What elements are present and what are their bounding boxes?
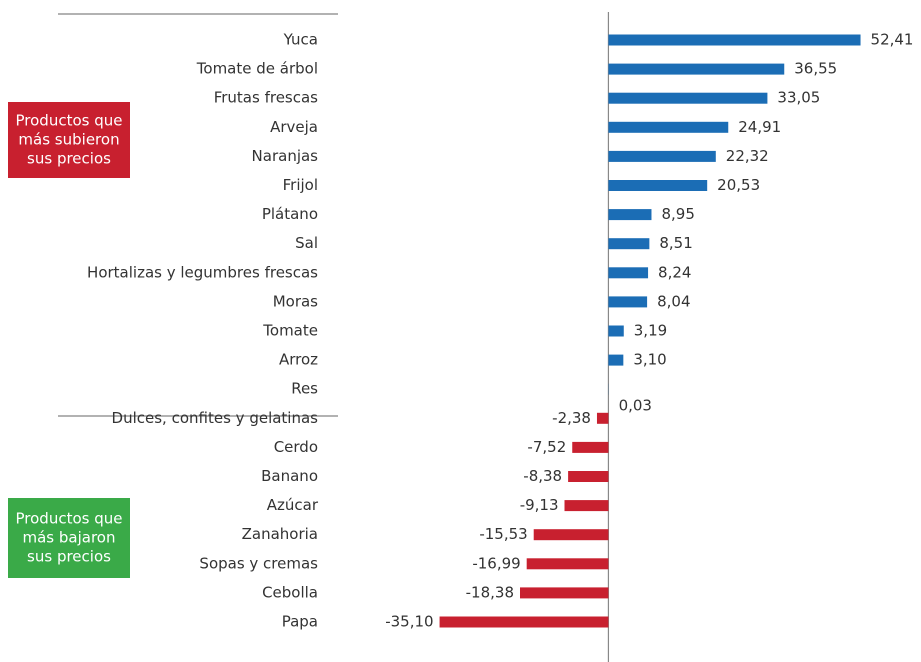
bar — [608, 267, 649, 279]
value-label: -15,53 — [479, 525, 527, 543]
category-label: Frutas frescas — [214, 89, 318, 107]
category-label: Yuca — [283, 31, 318, 49]
value-label: 24,91 — [738, 118, 781, 136]
value-label: 3,10 — [633, 351, 666, 369]
category-label: Hortalizas y legumbres frescas — [87, 263, 318, 281]
value-label: 33,05 — [777, 89, 820, 107]
bar — [520, 587, 609, 599]
category-label: Moras — [273, 292, 318, 310]
bar — [608, 92, 768, 104]
category-label: Arroz — [279, 351, 318, 369]
annotation-text: sus precios — [27, 548, 111, 566]
value-label: 36,55 — [794, 60, 837, 78]
value-label: 8,04 — [657, 292, 690, 310]
bar — [608, 238, 650, 250]
value-label: -8,38 — [523, 467, 562, 485]
value-label: 22,32 — [726, 147, 769, 165]
bar — [564, 500, 609, 512]
category-label: Sopas y cremas — [199, 554, 318, 572]
category-label: Sal — [295, 234, 318, 252]
category-label: Cebolla — [262, 583, 318, 601]
value-label: -2,38 — [552, 409, 591, 427]
value-label: -18,38 — [466, 583, 514, 601]
annotation-text: sus precios — [27, 150, 111, 168]
value-label: 8,95 — [661, 205, 694, 223]
bar — [568, 471, 609, 482]
bar — [608, 121, 729, 133]
annotation-box — [8, 498, 130, 578]
category-label: Tomate — [262, 322, 318, 340]
bar — [533, 529, 609, 541]
value-label: 3,19 — [634, 322, 667, 340]
bar — [608, 296, 648, 308]
category-label: Dulces, confites y gelatinas — [112, 409, 319, 427]
bar — [608, 209, 652, 221]
category-label: Azúcar — [267, 496, 319, 514]
category-label: Banano — [261, 467, 318, 485]
value-label: 20,53 — [717, 176, 760, 194]
bar — [596, 412, 609, 424]
bar — [608, 34, 861, 46]
annotation-text: más subieron — [18, 131, 119, 149]
category-label: Frijol — [283, 176, 318, 194]
bar — [608, 325, 624, 337]
value-label: 0,03 — [619, 397, 652, 415]
bar — [608, 354, 624, 366]
annotation-text: Productos que — [16, 510, 123, 528]
bar — [608, 150, 716, 162]
category-label: Naranjas — [252, 147, 319, 165]
bar — [608, 63, 785, 75]
bar — [608, 180, 708, 191]
category-label: Res — [291, 380, 318, 398]
annotation-box — [8, 102, 130, 178]
category-label: Tomate de árbol — [196, 60, 318, 78]
category-label: Papa — [282, 613, 318, 631]
value-label: -16,99 — [472, 554, 520, 572]
value-label: 8,51 — [659, 234, 692, 252]
value-label: -35,10 — [385, 613, 433, 631]
value-label: -9,13 — [520, 496, 559, 514]
value-label: 8,24 — [658, 263, 691, 281]
value-label: -7,52 — [527, 438, 566, 456]
bar — [439, 616, 609, 628]
value-label: 52,41 — [871, 31, 914, 49]
category-label: Plátano — [262, 205, 318, 223]
annotation-text: Productos que — [16, 112, 123, 130]
bar — [572, 441, 609, 453]
annotation-text: más bajaron — [23, 529, 116, 547]
category-label: Zanahoria — [242, 525, 318, 543]
category-label: Arveja — [270, 118, 318, 136]
category-label: Cerdo — [274, 438, 318, 456]
bar — [526, 558, 609, 570]
